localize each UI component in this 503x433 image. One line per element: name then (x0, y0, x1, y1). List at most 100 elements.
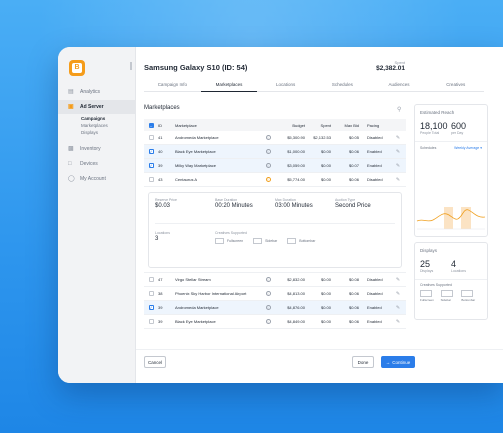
tab-schedules[interactable]: Schedules (331, 82, 353, 87)
row-marketplace: Centaurus A (175, 177, 198, 182)
page-title: Samsung Galaxy S10 (ID: 54) (144, 63, 248, 72)
column-header-marketplace[interactable]: Marketplace (175, 122, 197, 128)
info-icon[interactable]: i (265, 163, 271, 168)
column-header-max-bid[interactable]: Max Bid (344, 122, 359, 128)
cancel-button[interactable]: Cancel (144, 356, 166, 368)
row-checkbox[interactable]: ✓ (148, 305, 154, 310)
info-icon[interactable]: i (265, 305, 271, 310)
info-icon[interactable]: i (265, 149, 271, 154)
app-logo[interactable]: B (69, 60, 85, 76)
sidebar-subitem-campaigns[interactable]: Campaigns (81, 116, 106, 121)
creatives-field: Creatives Supported Fullscreen Sidebar B… (215, 231, 325, 244)
edit-icon[interactable]: ✎ (395, 304, 401, 311)
sidebar-subitem-marketplaces[interactable]: Marketplaces (81, 123, 108, 128)
search-icon[interactable]: ⚲ (397, 107, 402, 113)
account-icon: ◯ (68, 176, 75, 182)
column-header-budget[interactable]: Budget (292, 122, 305, 128)
row-marketplace: Andromeda Marketplace (175, 305, 219, 310)
table-row[interactable]: 41 Andromeda Marketplace i $5,300.90 $2,… (144, 131, 406, 145)
tab-audiences[interactable]: Audiences (388, 82, 410, 87)
people-total-label: People Total (420, 131, 440, 135)
creatives-supported-label: Creatives Supported (420, 283, 452, 287)
per-day-value: 600 (451, 121, 467, 131)
tab-marketplaces[interactable]: Marketplaces (200, 79, 258, 92)
row-id: 47 (158, 277, 163, 282)
row-id: 41 (158, 135, 163, 140)
arrow-right-icon: → (385, 359, 391, 365)
edit-icon[interactable]: ✎ (395, 276, 401, 283)
displays-card: Displays 25 Displays 4 Locations Creativ… (414, 242, 488, 320)
row-checkbox[interactable] (148, 291, 154, 296)
continue-label: Continue (392, 359, 411, 365)
row-spent: $0.00 (320, 319, 331, 324)
sidebar-collapse-handle[interactable] (130, 62, 132, 70)
row-checkbox[interactable]: ✓ (148, 149, 154, 154)
sidebar-item-label: Devices (80, 161, 98, 167)
row-checkbox[interactable] (148, 319, 154, 324)
logo-mark: B (72, 63, 82, 73)
schedules-dropdown[interactable]: Weekly Average ▾ (454, 146, 482, 150)
sidebar-item-label: Inventory (80, 146, 101, 152)
row-max-bid: $0.05 (348, 135, 359, 140)
sidebar-item-analytics[interactable]: ▤ Analytics (58, 85, 136, 99)
continue-button[interactable]: → Continue (381, 356, 415, 368)
tab-campaign-info[interactable]: Campaign Info (157, 82, 187, 87)
tab-locations[interactable]: Locations (276, 82, 296, 87)
edit-icon[interactable]: ✎ (395, 318, 401, 325)
auction-type-value: Second Price (335, 203, 371, 209)
row-spent: $0.00 (320, 277, 331, 282)
sidebar-item-my-account[interactable]: ◯ My Account (58, 172, 136, 186)
edit-icon[interactable]: ✎ (395, 162, 401, 169)
column-header-spent[interactable]: Spent (320, 122, 331, 128)
row-budget: $4,876.00 (287, 305, 305, 310)
done-button[interactable]: Done (352, 356, 374, 368)
row-detail-panel: Reserve Price $0.03 Base Duration 00:20 … (144, 187, 406, 273)
sidebar-subitem-displays[interactable]: Displays (81, 130, 99, 135)
auction-type-label: Auction Type (335, 198, 356, 202)
table-row[interactable]: ✓ 39 Milky Way Marketplace i $3,059.00 $… (144, 159, 406, 173)
row-budget: $5,774.00 (287, 177, 305, 182)
row-checkbox[interactable] (148, 177, 154, 182)
edit-icon[interactable]: ✎ (395, 176, 401, 183)
chart-highlight-band (461, 207, 471, 229)
row-pacing: Disabled (367, 177, 383, 182)
row-checkbox[interactable] (148, 277, 154, 282)
row-max-bid: $0.06 (348, 149, 359, 154)
creative-fullscreen: Fullscreen (215, 238, 243, 244)
people-total-value: 18,100 (420, 121, 448, 131)
table-row[interactable]: 39 Black Eye Marketplace i $4,849.00 $0.… (144, 315, 406, 329)
row-marketplace: Phoenix Sky Harbor International Airport (175, 291, 247, 296)
sidebar-item-devices[interactable]: □ Devices (58, 157, 136, 171)
analytics-icon: ▤ (68, 89, 74, 95)
info-icon[interactable]: i (265, 319, 271, 324)
row-budget: $4,849.00 (287, 319, 305, 324)
edit-icon[interactable]: ✎ (395, 148, 401, 155)
select-all-checkbox[interactable]: – (148, 122, 154, 128)
edit-icon[interactable]: ✎ (395, 290, 401, 297)
sidebar-item-label: Analytics (80, 89, 101, 95)
table-row[interactable]: ✓ 40 Black Eye Marketplace i $1,000.00 $… (144, 145, 406, 159)
column-header-id[interactable]: ID (158, 122, 162, 128)
row-checkbox[interactable]: ✓ (148, 163, 154, 168)
bottombar-icon (287, 238, 297, 244)
sidebar-icon (253, 238, 263, 244)
info-icon[interactable]: i (265, 291, 271, 296)
sidebar-item-ad-server[interactable]: ▣ Ad Server (58, 100, 136, 114)
table-row[interactable]: 38 Phoenix Sky Harbor International Airp… (144, 287, 406, 301)
row-checkbox[interactable] (148, 135, 154, 140)
table-row[interactable]: 43 Centaurus A ! $5,774.00 $0.00 $0.06 D… (144, 173, 406, 187)
table-row[interactable]: 47 Virgo Stellar Stream i $2,832.00 $0.0… (144, 273, 406, 287)
max-duration-field: Max Duration 03:00 Minutes (275, 198, 313, 209)
tab-creatives[interactable]: Creatives (446, 82, 466, 87)
info-icon[interactable]: i (265, 277, 271, 282)
creative-sidebar: Sidebar (440, 290, 462, 302)
edit-icon[interactable]: ✎ (395, 134, 401, 141)
reach-line (416, 209, 486, 222)
warning-icon[interactable]: ! (265, 177, 271, 182)
info-icon[interactable]: i (265, 135, 271, 140)
row-marketplace: Black Eye Marketplace (175, 149, 216, 154)
table-row[interactable]: ✓ 39 Andromeda Marketplace i $4,876.00 $… (144, 301, 406, 315)
column-header-pacing[interactable]: Pacing (367, 122, 380, 128)
row-id: 39 (158, 163, 163, 168)
sidebar-item-inventory[interactable]: ▩ Inventory (58, 142, 136, 156)
